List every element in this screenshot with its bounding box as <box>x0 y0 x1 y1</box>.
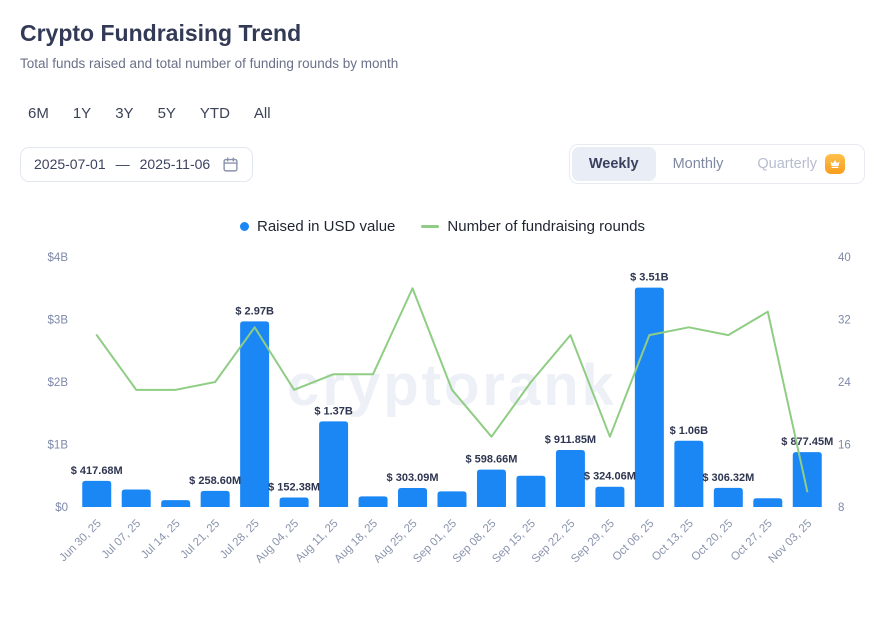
bar-value-label: $ 417.68M <box>71 465 123 477</box>
bar-value-label: $ 152.38M <box>268 481 320 493</box>
range-selector: 6M 1Y 3Y 5Y YTD All <box>20 101 865 126</box>
bar <box>516 475 546 507</box>
left-axis-tick: $3B <box>48 315 69 327</box>
x-axis-label: Jul 14, 25 <box>139 518 183 562</box>
legend-label-rounds: Number of fundraising rounds <box>447 218 645 235</box>
rounds-line <box>95 287 809 493</box>
right-axis-tick: 8 <box>838 502 844 514</box>
range-button-all[interactable]: All <box>246 101 279 126</box>
bar <box>279 497 309 507</box>
bar-value-label: $ 303.09M <box>387 472 439 484</box>
right-axis-tick: 16 <box>838 440 851 452</box>
tab-monthly[interactable]: Monthly <box>656 147 741 181</box>
bar <box>200 490 230 507</box>
right-axis-tick: 24 <box>838 377 851 389</box>
left-axis-tick: $0 <box>55 502 68 514</box>
range-button-5y[interactable]: 5Y <box>150 101 184 126</box>
bar <box>358 496 388 507</box>
x-axis-label: Sep 29, 25 <box>569 518 617 566</box>
legend-label-raised: Raised in USD value <box>256 218 396 235</box>
bar-value-label: $ 1.06B <box>670 425 709 437</box>
bar <box>555 450 585 507</box>
tab-weekly[interactable]: Weekly <box>571 147 656 181</box>
legend-item-raised[interactable]: Raised in USD value <box>239 218 396 235</box>
crown-icon <box>825 154 845 174</box>
bar-value-label: $ 3.51B <box>630 272 669 284</box>
bar <box>82 480 112 507</box>
right-axis-tick: 32 <box>838 315 851 327</box>
bar <box>437 491 467 507</box>
x-axis-label: Jun 30, 25 <box>57 518 103 564</box>
right-axis-tick: 40 <box>838 252 851 264</box>
period-toggle: Weekly Monthly Quarterly <box>568 144 865 184</box>
x-axis-label: Jul 21, 25 <box>179 518 223 562</box>
bar <box>792 452 822 507</box>
bar <box>240 321 270 507</box>
bar-value-label: $ 324.06M <box>584 471 636 483</box>
range-button-6m[interactable]: 6M <box>20 101 57 126</box>
date-separator: — <box>115 156 130 172</box>
x-axis-label: Oct 13, 25 <box>650 518 696 564</box>
crypto-fundraising-page: Crypto Fundraising Trend Total funds rai… <box>20 20 865 586</box>
bar <box>595 486 625 507</box>
bar-value-label: $ 1.37B <box>314 405 353 417</box>
bar <box>121 489 151 507</box>
range-button-1y[interactable]: 1Y <box>65 101 99 126</box>
left-axis-tick: $4B <box>48 252 69 264</box>
bar <box>634 287 664 507</box>
chart-area: cryptorank $0 $1B $2B $3B $4B 8 16 24 32 40 Jun 30,… <box>22 243 865 586</box>
range-button-3y[interactable]: 3Y <box>107 101 141 126</box>
legend-item-rounds[interactable]: Number of fundraising rounds <box>421 218 645 235</box>
date-to: 2025-11-06 <box>139 156 211 172</box>
range-button-ytd[interactable]: YTD <box>192 101 238 126</box>
page-title: Crypto Fundraising Trend <box>20 20 302 46</box>
date-from: 2025-07-01 <box>34 156 106 172</box>
bar-value-label: $ 306.32M <box>702 472 754 484</box>
bar <box>398 488 428 507</box>
left-axis-tick: $2B <box>48 377 69 389</box>
controls-row: 2025-07-01 — 2025-11-06 Weekly Monthly Q… <box>20 144 865 184</box>
rounds-line-icon <box>421 225 440 228</box>
chart-legend: Raised in USD value Number of fundraisin… <box>20 218 865 235</box>
bar-value-label: $ 598.66M <box>465 454 517 466</box>
x-axis-label: Oct 06, 25 <box>610 518 656 564</box>
x-axis-label: Jul 07, 25 <box>100 518 144 562</box>
page-subtitle: Total funds raised and total number of f… <box>20 56 399 71</box>
bar-value-label: $ 2.97B <box>235 305 274 317</box>
date-range-picker[interactable]: 2025-07-01 — 2025-11-06 <box>20 146 254 182</box>
tab-quarterly-label: Quarterly <box>757 156 817 172</box>
bar <box>753 498 783 507</box>
tab-quarterly[interactable]: Quarterly <box>740 147 862 181</box>
bar <box>674 440 704 507</box>
bar-value-label: $ 911.85M <box>545 434 596 446</box>
bar <box>161 500 191 507</box>
raised-dot-icon <box>239 222 249 231</box>
bar <box>713 487 743 507</box>
x-axis-label: Oct 20, 25 <box>689 518 735 564</box>
x-axis-label: Nov 03, 25 <box>767 518 815 566</box>
bar <box>319 421 349 507</box>
calendar-icon <box>222 156 239 173</box>
bar-value-label: $ 258.60M <box>189 475 241 487</box>
bar <box>476 469 506 507</box>
left-axis-tick: $1B <box>48 440 69 452</box>
bar-value-label: $ 877.45M <box>781 436 833 448</box>
